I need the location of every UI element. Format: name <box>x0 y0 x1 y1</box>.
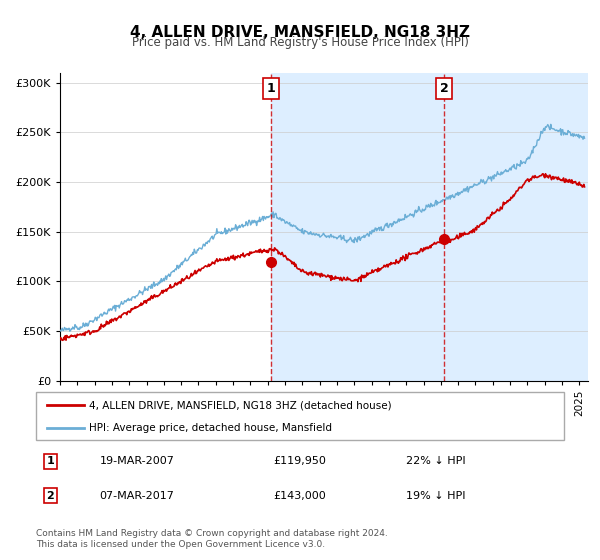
Text: 4, ALLEN DRIVE, MANSFIELD, NG18 3HZ (detached house): 4, ALLEN DRIVE, MANSFIELD, NG18 3HZ (det… <box>89 400 391 410</box>
Text: 2: 2 <box>47 491 55 501</box>
Text: 2: 2 <box>440 82 448 95</box>
Text: Contains HM Land Registry data © Crown copyright and database right 2024.: Contains HM Land Registry data © Crown c… <box>36 529 388 538</box>
Text: 19% ↓ HPI: 19% ↓ HPI <box>406 491 465 501</box>
Text: HPI: Average price, detached house, Mansfield: HPI: Average price, detached house, Mans… <box>89 423 332 433</box>
Bar <box>271 73 444 381</box>
Text: This data is licensed under the Open Government Licence v3.0.: This data is licensed under the Open Gov… <box>36 540 325 549</box>
Text: £143,000: £143,000 <box>274 491 326 501</box>
FancyBboxPatch shape <box>36 392 564 440</box>
Text: £119,950: £119,950 <box>274 456 326 466</box>
Text: 1: 1 <box>47 456 55 466</box>
Bar <box>444 73 588 381</box>
Text: 22% ↓ HPI: 22% ↓ HPI <box>406 456 465 466</box>
Text: 07-MAR-2017: 07-MAR-2017 <box>100 491 174 501</box>
Text: 1: 1 <box>267 82 276 95</box>
Text: 4, ALLEN DRIVE, MANSFIELD, NG18 3HZ: 4, ALLEN DRIVE, MANSFIELD, NG18 3HZ <box>130 25 470 40</box>
Text: 19-MAR-2007: 19-MAR-2007 <box>100 456 174 466</box>
Text: Price paid vs. HM Land Registry's House Price Index (HPI): Price paid vs. HM Land Registry's House … <box>131 36 469 49</box>
